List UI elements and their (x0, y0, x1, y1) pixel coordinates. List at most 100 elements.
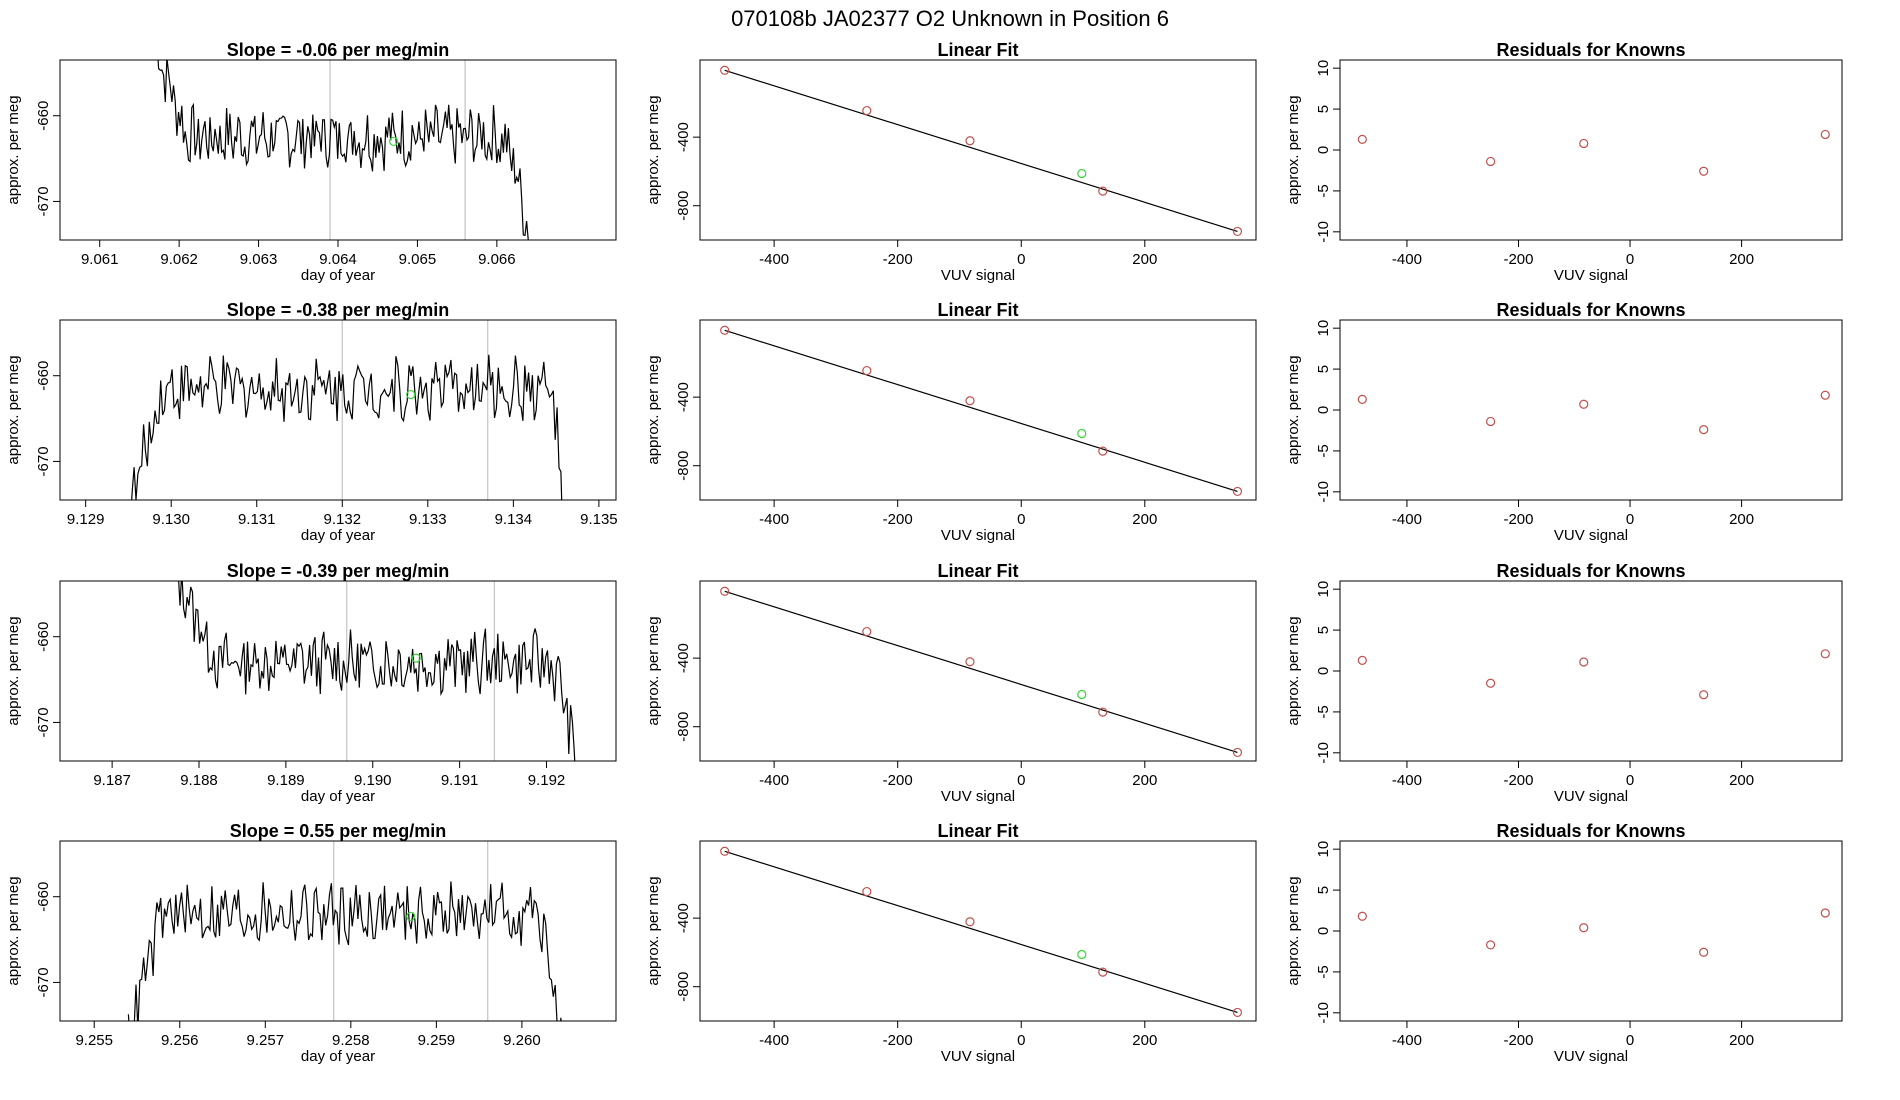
y-axis: 10 5 0 -5 -10 approx. per meg (1285, 320, 1340, 503)
x-tick-label: 9.132 (324, 511, 362, 528)
x-tick-label: 9.131 (238, 511, 276, 528)
data-point (965, 136, 975, 146)
y-tick-label: -5 (1315, 965, 1332, 978)
panel-3-1: Linear Fit -400 -200 0 200 VUV signal -400 -800… (645, 821, 1257, 1065)
panel-title: Linear Fit (937, 821, 1018, 841)
panel-title: Slope = -0.06 per meg/min (227, 40, 450, 60)
y-tick-label: -670 (35, 186, 52, 216)
x-tick-label: 200 (1132, 772, 1157, 789)
y-axis-label: approx. per meg (1285, 616, 1302, 725)
data-point-green (1077, 168, 1087, 179)
y-axis-label: approx. per meg (1285, 95, 1302, 204)
y-tick-label: 5 (1315, 886, 1332, 894)
x-tick-label: 9.256 (161, 1032, 199, 1049)
panel-title: Slope = -0.39 per meg/min (227, 561, 450, 581)
data-point (1579, 399, 1589, 409)
panel-3-2: Residuals for Knowns -400 -200 0 200 VUV sign… (1285, 821, 1843, 1065)
y-axis-label: approx. per meg (5, 616, 22, 725)
x-tick-label: -200 (883, 772, 913, 789)
x-tick-label: -400 (759, 772, 789, 789)
fit-line (724, 590, 1238, 754)
y-axis: -660 -670 approx. per meg (5, 876, 60, 997)
y-tick-label: 0 (1315, 406, 1332, 414)
data-point (1357, 394, 1367, 404)
x-axis: -400 -200 0 200 VUV signal (759, 240, 1157, 284)
data-point (1699, 947, 1709, 957)
x-tick-label: 0 (1017, 251, 1025, 268)
data-point (720, 65, 730, 75)
x-axis-label: VUV signal (1554, 267, 1628, 284)
panel-2-0: Slope = -0.39 per meg/min 9.187 9.188 9.189… (5, 561, 617, 805)
y-tick-label: 10 (1315, 60, 1332, 77)
data-point (1820, 649, 1830, 659)
plot-frame (1339, 840, 1843, 1022)
x-axis-label: day of year (301, 267, 375, 284)
y-tick-label: 5 (1315, 365, 1332, 373)
data-point (1485, 156, 1496, 167)
y-tick-label: -800 (675, 972, 692, 1002)
x-tick-label: 200 (1729, 511, 1754, 528)
data-point (1098, 446, 1108, 456)
x-axis: 9.061 9.062 9.063 9.064 9.065 9.066 day of yea… (81, 240, 516, 284)
x-axis-label: VUV signal (941, 527, 1015, 544)
y-axis: -400 -800 approx. per meg (645, 95, 700, 221)
x-axis-label: day of year (301, 1048, 375, 1065)
page-title: 070108b JA02377 O2 Unknown in Position 6 (731, 6, 1169, 31)
data-point (1232, 747, 1243, 758)
data-point-green (411, 653, 421, 663)
x-tick-label: -200 (1503, 251, 1533, 268)
x-tick-label: 0 (1626, 1032, 1634, 1049)
x-tick-label: 0 (1626, 511, 1634, 528)
y-axis-label: approx. per meg (645, 95, 662, 204)
x-tick-label: -200 (883, 511, 913, 528)
x-axis-label: VUV signal (1554, 527, 1628, 544)
x-tick-label: 9.064 (319, 251, 357, 268)
y-axis: -400 -800 approx. per meg (645, 355, 700, 481)
x-tick-label: -200 (883, 1032, 913, 1049)
y-axis: -660 -670 approx. per meg (5, 355, 60, 476)
x-tick-label: 9.134 (495, 511, 533, 528)
x-tick-label: 9.066 (478, 251, 516, 268)
y-tick-label: -670 (35, 967, 52, 997)
data-point (1820, 129, 1830, 140)
panel-title: Linear Fit (937, 561, 1018, 581)
data-point-green (1077, 689, 1087, 700)
x-tick-label: -200 (1503, 511, 1533, 528)
y-tick-label: -800 (675, 712, 692, 742)
data-point (1232, 486, 1243, 497)
x-tick-label: 9.129 (67, 511, 105, 528)
data-point (1098, 186, 1108, 196)
y-tick-label: 0 (1315, 146, 1332, 154)
x-tick-label: 200 (1729, 772, 1754, 789)
x-axis-label: day of year (301, 527, 375, 544)
plot-frame (699, 580, 1257, 762)
x-axis: -400 -200 0 200 VUV signal (1392, 500, 1754, 544)
plot-frame (1339, 580, 1843, 762)
x-axis: 9.187 9.188 9.189 9.190 9.191 9.192 day of yea… (93, 761, 565, 805)
y-axis: -660 -670 approx. per meg (5, 95, 60, 216)
x-axis-label: VUV signal (941, 1048, 1015, 1065)
y-tick-label: -660 (35, 622, 52, 652)
panel-1-0: Slope = -0.38 per meg/min 9.129 9.130 9.131… (5, 300, 618, 544)
y-tick-label: -5 (1315, 444, 1332, 457)
x-tick-label: 200 (1729, 1032, 1754, 1049)
data-point (1357, 655, 1367, 665)
panel-title: Linear Fit (937, 300, 1018, 320)
x-axis: -400 -200 0 200 VUV signal (1392, 1021, 1754, 1065)
plot-frame (1339, 59, 1843, 241)
x-axis: -400 -200 0 200 VUV signal (1392, 761, 1754, 805)
data-point (862, 626, 872, 637)
y-axis-label: approx. per meg (1285, 355, 1302, 464)
plot-frame (59, 319, 617, 501)
x-tick-label: -400 (1392, 1032, 1422, 1049)
y-axis-label: approx. per meg (645, 616, 662, 725)
x-tick-label: 9.191 (441, 772, 479, 789)
y-tick-label: 0 (1315, 667, 1332, 675)
x-tick-label: 200 (1132, 1032, 1157, 1049)
x-tick-label: 9.192 (528, 772, 566, 789)
y-tick-label: -400 (675, 643, 692, 673)
x-tick-label: 9.259 (418, 1032, 456, 1049)
data-point (862, 365, 872, 376)
data-point (1357, 911, 1367, 921)
y-axis-label: approx. per meg (5, 95, 22, 204)
